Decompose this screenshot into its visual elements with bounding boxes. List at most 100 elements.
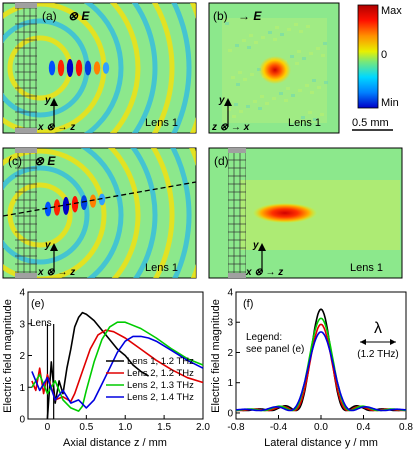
texture-cell [260,95,264,98]
chart-f-panel-label: (f) [243,298,253,310]
focus-lobe [84,60,92,76]
focal-spot-d [253,203,317,223]
texture-cell [312,79,316,82]
chart-e-series [31,311,204,420]
texture-cell [246,105,250,108]
x-tick-label: 0.8 [399,422,413,433]
focus-lobe [48,60,56,76]
wavefront [3,148,158,278]
texture-cell [286,87,290,90]
focus-lobe [62,196,70,215]
y-tick-label: 4 [19,288,25,299]
texture-cell [302,57,306,60]
texture-cell [306,25,310,28]
texture-cell [250,73,254,76]
texture-cell [310,91,314,94]
focus-lobe [75,59,83,77]
texture-cell [291,94,295,97]
texture-cell [238,71,242,74]
wavefront [131,3,158,133]
series-line [31,321,204,412]
texture-cell [235,44,239,47]
chart-f-ticks: -0.8 -0.4 0.0 0.4 0.8 0 1 2 3 4 [227,288,413,434]
texture-cell [301,116,305,119]
x-tick-label: 0.0 [314,422,328,433]
texture-cell [323,42,327,45]
texture-cell [294,23,298,26]
legend-entry: Lens 2, 1.4 THz [127,392,194,403]
x-tick-label: 2.0 [196,422,210,433]
focus-spots-a [48,59,110,77]
chart-e-ticks: 0 0.5 1.0 1.5 2.0 0 1 2 3 4 [19,288,210,434]
panel-label-d: (d) [214,154,229,168]
axis-up-a: y [44,95,51,106]
texture-cell [225,22,229,25]
series-line [46,311,150,420]
texture-cell [297,50,301,53]
panel-label-a: (a) [42,9,57,23]
axis-label-b: z ⊗ → x [211,122,250,133]
focus-lobe [98,193,106,206]
panel-b: (b) → E Lens 1 y z ⊗ → x [208,2,340,134]
y-tick-label: 1 [19,383,25,394]
lens-annotation: Lens [30,318,52,329]
x-tick-label: -0.4 [270,422,288,433]
focus-lobe [66,59,74,77]
chart-e-ylabel: Electric field magnitude [2,299,14,413]
y-tick-label: 2 [227,348,233,359]
focal-spot-b [259,56,291,84]
texture-cell [309,52,313,55]
focus-lobe [102,62,110,74]
wavelength-label: (1.2 THz) [357,349,399,360]
y-tick-label: 3 [19,319,25,330]
wavefront [151,3,175,133]
wavefront [109,3,141,133]
legend-entry: Lens 2, 1.2 THz [127,368,194,379]
texture-cell [316,47,320,50]
chart-e-panel-label: (e) [31,298,44,310]
focus-lobe [93,61,101,75]
wavefront [3,148,141,278]
chart-f-xlabel: Lateral distance y / mm [264,437,378,449]
texture-cell [317,86,321,89]
colorbar-max: Max [381,5,402,17]
lens-label-d: Lens 1 [350,262,383,274]
wavefront [83,3,124,133]
texture-cell [253,100,257,103]
focus-lobe [57,59,65,77]
texture-cell [320,113,324,116]
focus-lobe [89,194,97,208]
axis-label-a: x ⊗ → z [37,122,75,133]
colorbar-min: Min [381,97,399,109]
field-label-b: → E [238,9,262,23]
y-tick-label: 1 [227,378,233,389]
y-tick-label: 0 [227,408,233,419]
y-tick-label: 0 [19,415,25,426]
texture-cell [265,102,269,105]
texture-cell [275,26,279,29]
texture-cell [242,39,246,42]
texture-cell [232,115,236,118]
tilt-line [2,181,197,217]
focus-lobe [53,199,61,216]
chart-f: -0.8 -0.4 0.0 0.4 0.8 0 1 2 3 4 (f) Legend: see p… [210,288,413,450]
texture-cell [227,108,231,111]
wavefront [3,148,192,278]
texture-cell [308,111,312,114]
series-line [31,335,204,409]
y-tick-label: 4 [227,288,233,299]
panel-c: (c) ⊗ E Lens 1 y x ⊗ → z [2,147,197,279]
texture-cell [247,46,251,49]
axis-label-c: x ⊗ → z [37,267,75,278]
legend-entry: Lens 1, 1.2 THz [127,356,194,367]
axis-up-b: y [218,95,225,106]
field-label-c: ⊗ E [34,154,56,168]
texture-cell [228,49,232,52]
axis-up-d: y [252,240,259,251]
x-tick-label: 0.4 [357,422,371,433]
panel-d: (d) Lens 1 y x ⊗ → z [208,147,403,279]
focus-lobe [71,196,79,213]
texture-cell [231,76,235,79]
y-tick-label: 2 [19,351,25,362]
lens-label-a: Lens 1 [145,117,178,129]
